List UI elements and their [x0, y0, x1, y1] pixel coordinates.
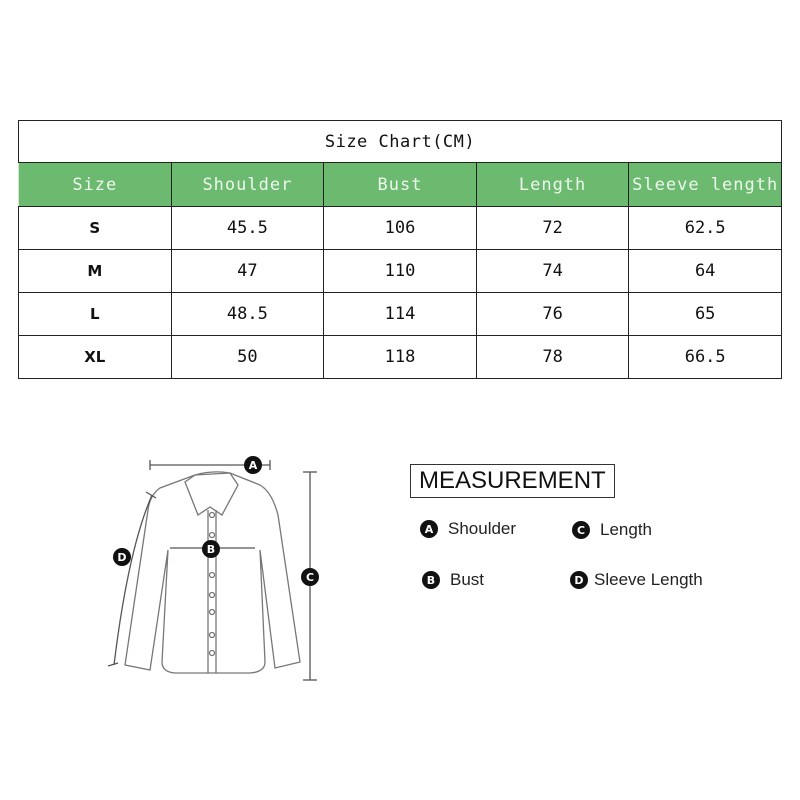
- table-cell: 45.5: [170, 206, 325, 250]
- table-cell: 106: [323, 206, 477, 250]
- measurement-title: MEASUREMENT: [410, 464, 615, 498]
- svg-text:A: A: [249, 459, 258, 472]
- col-header: Length: [475, 162, 630, 207]
- collar: [184, 471, 239, 516]
- svg-text:C: C: [306, 571, 314, 584]
- shirt-diagram: A B C D: [107, 456, 319, 681]
- svg-text:D: D: [117, 551, 126, 564]
- svg-text:B: B: [207, 543, 215, 556]
- table-cell: 50: [170, 335, 325, 379]
- table-row: M 47 110 74 64: [18, 249, 782, 293]
- badge-a-icon: A: [420, 520, 438, 538]
- legend-length: C Length: [572, 520, 652, 540]
- table-title: Size Chart(CM): [18, 120, 782, 163]
- col-header: Shoulder: [170, 162, 325, 207]
- col-header: Size: [18, 162, 172, 207]
- table-cell: 114: [323, 292, 477, 336]
- table-cell: 78: [475, 335, 630, 379]
- col-header: Sleeve length: [628, 162, 782, 207]
- table-cell: 62.5: [628, 206, 782, 250]
- table-cell: 72: [475, 206, 630, 250]
- table-row: L 48.5 114 76 65: [18, 292, 782, 336]
- badge-c-icon: C: [572, 521, 590, 539]
- table-cell: L: [18, 292, 172, 336]
- legend-label: Shoulder: [448, 519, 517, 538]
- legend-shoulder: A Shoulder: [420, 519, 516, 539]
- table-cell: 76: [475, 292, 630, 336]
- badge-d-icon: D: [570, 571, 588, 589]
- table-cell: 65: [628, 292, 782, 336]
- legend-label: Sleeve Length: [594, 570, 703, 589]
- badge-b-icon: B: [422, 571, 440, 589]
- table-cell: 48.5: [170, 292, 325, 336]
- table-cell: XL: [18, 335, 172, 379]
- table-cell: 47: [170, 249, 325, 293]
- size-chart-table: Size Chart(CM) Size Shoulder Bust Length…: [18, 120, 782, 379]
- table-cell: 74: [475, 249, 630, 293]
- table-cell: M: [18, 249, 172, 293]
- legend-label: Bust: [450, 570, 485, 589]
- table-row: S 45.5 106 72 62.5: [18, 206, 782, 250]
- table-row: XL 50 118 78 66.5: [18, 335, 782, 379]
- legend-bust: B Bust: [422, 570, 484, 590]
- table-cell: 118: [323, 335, 477, 379]
- table-cell: 66.5: [628, 335, 782, 379]
- legend-sleeve-length: D Sleeve Length: [570, 570, 703, 590]
- table-cell: S: [18, 206, 172, 250]
- legend-label: Length: [600, 520, 652, 539]
- col-header: Bust: [323, 162, 477, 207]
- table-cell: 110: [323, 249, 477, 293]
- shirt-outline: [124, 472, 301, 674]
- table-cell: 64: [628, 249, 782, 293]
